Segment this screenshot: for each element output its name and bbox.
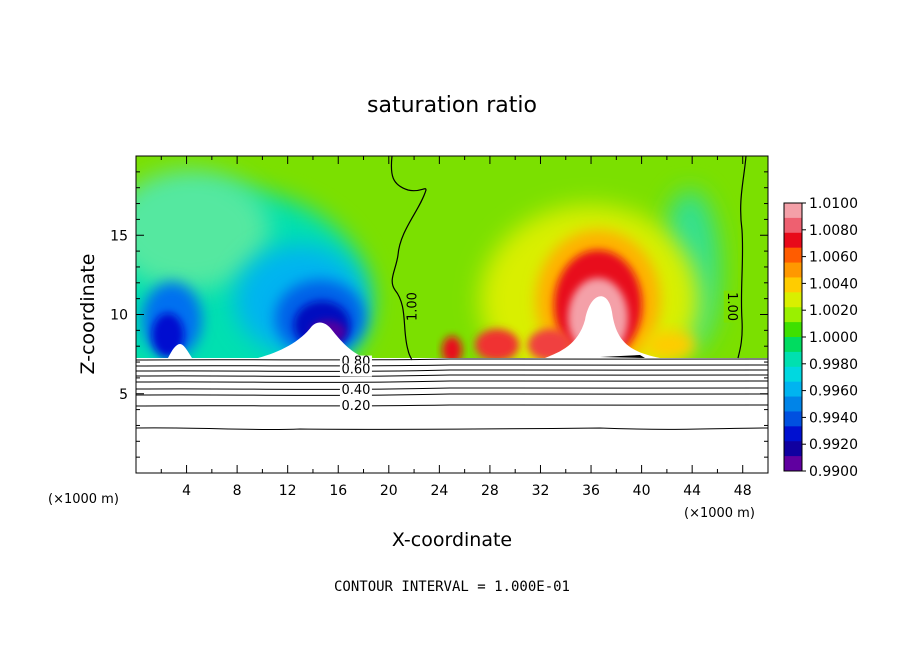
- y-axis-label: Z-coordinate: [77, 254, 99, 375]
- x-unit-label-left: (×1000 m): [48, 492, 119, 507]
- colorbar-swatch: [784, 366, 802, 383]
- x-tick-label: 36: [582, 483, 600, 499]
- white-peak-left: [168, 344, 192, 358]
- colorbar-label: 0.9920: [809, 437, 858, 453]
- contour-label-bg: [339, 399, 372, 413]
- below-cloud-area: [136, 358, 768, 473]
- colorbar-swatch: [784, 277, 802, 293]
- chart-title: saturation ratio: [367, 93, 537, 118]
- colorbar-label: 1.0060: [809, 250, 858, 266]
- contour-label: 1.00: [405, 292, 420, 321]
- colorbar-swatch: [784, 396, 802, 412]
- colorbar-swatch: [784, 203, 802, 219]
- colorbar-swatch: [784, 262, 802, 278]
- x-axis-ticks: 4 8 12 16 20 24 28 32 36 40 44 48: [160, 156, 752, 499]
- contour-label: 0.20: [341, 399, 370, 414]
- x-tick-label: 12: [279, 483, 297, 499]
- x-axis-label: X-coordinate: [392, 529, 512, 551]
- contour-label-bg: [405, 290, 421, 323]
- red-low-1: [442, 336, 462, 364]
- y-tick-label: 10: [110, 308, 128, 324]
- x-tick-label: 48: [734, 483, 752, 499]
- colorbar: [783, 202, 803, 472]
- colorbar-swatch: [784, 292, 802, 308]
- colorbar-swatch: [784, 232, 802, 249]
- y-tick-label: 15: [110, 228, 128, 244]
- colorbar-swatch: [784, 456, 802, 472]
- white-peak-right: [545, 296, 660, 358]
- contour-line-1.00-right: [737, 156, 747, 359]
- x-tick-label: 8: [233, 483, 242, 499]
- x-tick-label: 32: [532, 483, 550, 499]
- contour-line-0.60: [136, 374, 768, 377]
- contour-label-bg: [339, 363, 372, 377]
- colorbar-label: 0.9980: [809, 357, 858, 373]
- colorbar-label: 0.9900: [809, 464, 858, 480]
- contour-labels: 1.00 1.000.800.600.400.20: [339, 290, 739, 414]
- contour-label-bg: [723, 290, 739, 323]
- colorbar-swatch: [784, 322, 802, 338]
- x-tick-label: 4: [182, 483, 191, 499]
- colorbar-swatch: [784, 337, 802, 353]
- colorbar-swatch: [784, 247, 802, 264]
- colorbar-label: 1.0000: [809, 330, 858, 346]
- contour-label: 0.40: [341, 383, 370, 398]
- colorbar-label: 1.0080: [809, 223, 858, 239]
- yellow-low-right: [645, 331, 695, 359]
- colorbar-label: 0.9960: [809, 384, 858, 400]
- x-unit-label-right: (×1000 m): [684, 506, 755, 521]
- red-low-2: [475, 329, 519, 361]
- colorbar-swatch: [784, 381, 802, 398]
- x-tick-label: 28: [481, 483, 499, 499]
- colorbar-swatch: [784, 351, 802, 368]
- contour-line-0.20: [136, 404, 768, 407]
- x-tick-label: 44: [683, 483, 701, 499]
- colorbar-swatch: [784, 307, 802, 323]
- contour-line-0.30: [136, 393, 768, 396]
- contour-line-0.70: [136, 369, 768, 372]
- contour-line-0.80: [136, 364, 768, 367]
- contour-line-0.10: [136, 427, 768, 431]
- x-tick-label: 16: [329, 483, 347, 499]
- colorbar-label: 1.0020: [809, 303, 858, 319]
- y-axis-ticks: 5 10 15: [110, 171, 768, 458]
- contour-line-0.50: [136, 380, 768, 383]
- contour-label: 0.60: [341, 362, 370, 377]
- x-tick-label: 40: [633, 483, 651, 499]
- saturation-field: [136, 156, 768, 473]
- contour-line-0.40: [136, 387, 768, 390]
- colorbar-labels: 1.0100 1.0080 1.0060 1.0040 1.0020 1.0000 0.99…: [802, 196, 858, 480]
- colorbar-label: 0.9940: [809, 410, 858, 426]
- black-ground-blob: [600, 355, 645, 358]
- colorbar-label: 1.0040: [809, 276, 858, 292]
- y-tick-label: 5: [119, 387, 128, 403]
- cyan-region-top: [136, 170, 270, 290]
- colorbar-swatch: [784, 441, 802, 457]
- white-peak-mid: [258, 322, 365, 358]
- contour-label: 1.00: [724, 292, 739, 321]
- contour-line-0.90: [136, 358, 768, 361]
- x-tick-label: 20: [380, 483, 398, 499]
- contour-label-bg: [339, 384, 372, 398]
- x-tick-label: 24: [430, 483, 448, 499]
- colorbar-label: 1.0100: [809, 196, 858, 212]
- colorbar-swatch: [784, 426, 802, 442]
- contour-interval-note: CONTOUR INTERVAL = 1.000E-01: [334, 579, 570, 595]
- colorbar-swatch: [784, 217, 802, 234]
- contour-line-1.00-left: [390, 156, 427, 361]
- colorbar-swatch: [784, 411, 802, 427]
